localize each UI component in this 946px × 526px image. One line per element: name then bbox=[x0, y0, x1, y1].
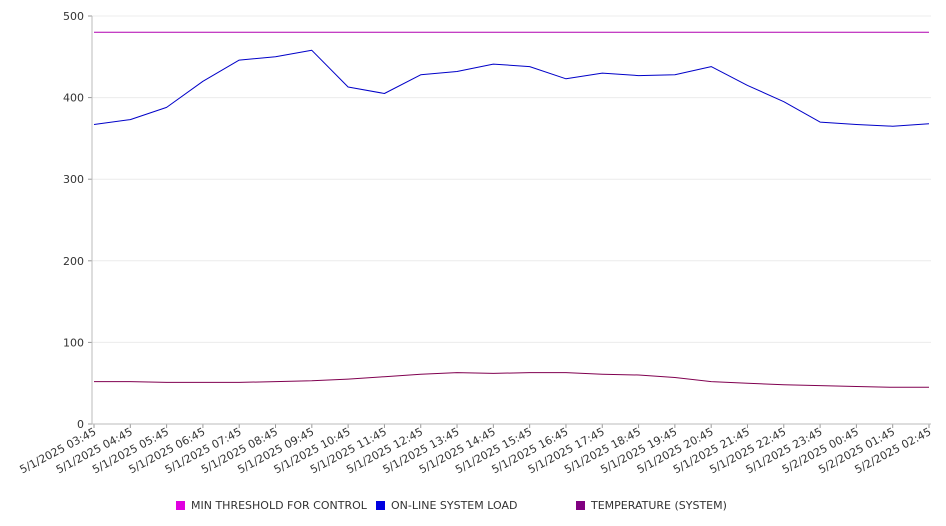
legend-label-min-threshold: MIN THRESHOLD FOR CONTROL bbox=[191, 498, 367, 512]
y-tick-label: 100 bbox=[63, 336, 84, 349]
grid-lines bbox=[92, 15, 931, 425]
legend-swatch-temperature bbox=[576, 500, 585, 510]
y-tick-label: 300 bbox=[63, 173, 84, 186]
axes bbox=[91, 16, 931, 425]
series-temperature-line bbox=[94, 372, 929, 388]
y-tick-label: 500 bbox=[63, 10, 84, 23]
legend-item-temperature: TEMPERATURE (SYSTEM) bbox=[576, 497, 727, 513]
y-tick-label: 0 bbox=[77, 418, 84, 431]
y-tick-label: 400 bbox=[63, 92, 84, 105]
legend-swatch-min-threshold bbox=[176, 500, 185, 510]
legend-swatch-online-system-load bbox=[376, 500, 385, 510]
y-tick-label: 200 bbox=[63, 255, 84, 268]
x-axis-ticks: 5/1/2025 03:455/1/2025 04:455/1/2025 05:… bbox=[18, 424, 933, 476]
series-online-system-load-line bbox=[93, 49, 930, 127]
series-lines bbox=[93, 31, 930, 388]
y-axis-ticks: 0 100 200 300 400 500 bbox=[63, 10, 92, 431]
legend-item-online-system-load: ON-LINE SYSTEM LOAD bbox=[376, 497, 517, 513]
legend-label-online-system-load: ON-LINE SYSTEM LOAD bbox=[391, 498, 518, 512]
legend-item-min-threshold: MIN THRESHOLD FOR CONTROL bbox=[176, 497, 367, 513]
legend-label-temperature: TEMPERATURE (SYSTEM) bbox=[591, 498, 727, 512]
